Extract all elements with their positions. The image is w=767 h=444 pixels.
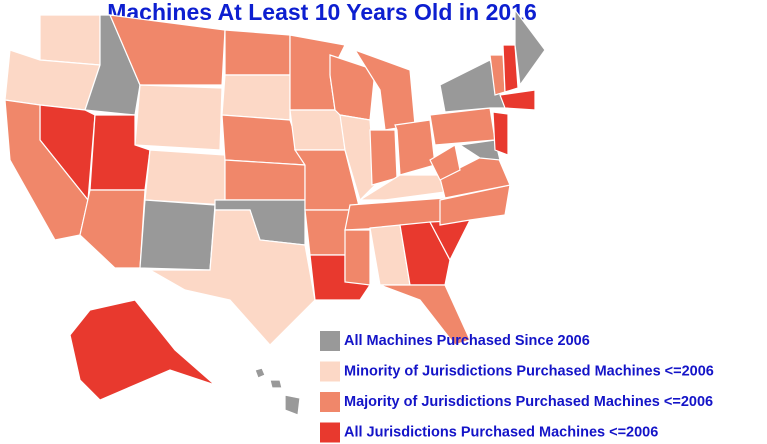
state	[304, 209, 351, 256]
state	[284, 394, 301, 416]
state	[269, 379, 283, 389]
legend-swatch	[320, 422, 340, 443]
legend: All Machines Purchased Since 2006 Minorit…	[320, 331, 714, 443]
states	[4, 8, 546, 416]
state	[144, 149, 226, 206]
state	[379, 284, 471, 346]
state	[289, 109, 346, 151]
state	[109, 14, 226, 86]
legend-label: All Jurisdictions Purchased Machines <=2…	[344, 424, 658, 440]
state	[224, 159, 306, 201]
state	[514, 8, 546, 87]
state	[394, 119, 436, 176]
state	[69, 299, 216, 401]
legend-label: All Machines Purchased Since 2006	[344, 333, 590, 349]
state	[254, 367, 266, 379]
state	[39, 14, 101, 66]
state	[502, 44, 519, 93]
state	[399, 221, 451, 286]
state	[369, 129, 398, 186]
state	[458, 139, 501, 161]
legend-swatch	[320, 331, 340, 351]
state	[439, 149, 511, 199]
legend-label: Majority of Jurisdictions Purchased Mach…	[344, 394, 713, 410]
state	[79, 189, 146, 269]
state	[439, 59, 506, 113]
state	[492, 111, 509, 156]
legend-label: Minority of Jurisdictions Purchased Mach…	[344, 363, 714, 379]
state	[499, 89, 536, 111]
state	[344, 229, 371, 286]
state	[221, 74, 291, 121]
state	[429, 144, 461, 181]
state	[339, 114, 376, 202]
legend-swatch	[320, 392, 340, 412]
state	[134, 84, 223, 151]
state	[429, 107, 496, 146]
state	[147, 209, 316, 346]
map-title: Machines At Least 10 Years Old in 2016	[107, 0, 537, 25]
legend-swatch	[320, 361, 340, 382]
state	[139, 199, 216, 271]
state	[224, 29, 291, 76]
